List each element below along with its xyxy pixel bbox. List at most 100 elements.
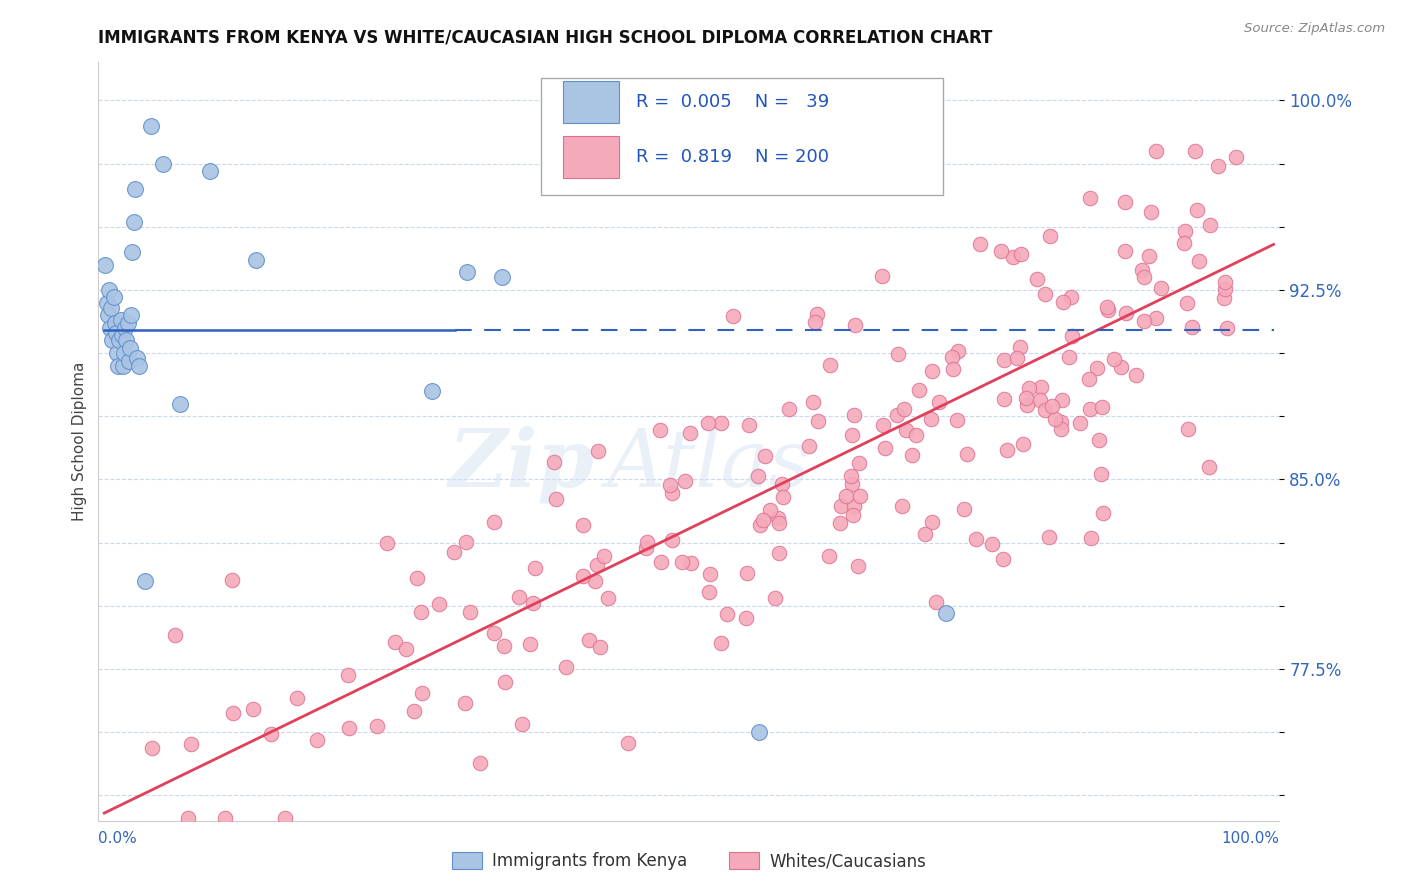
Point [1026,271,1049,285]
Point [1140,205,1163,219]
Point [572,517,595,532]
Point [578,633,600,648]
Point [134,574,156,588]
Point [887,347,910,361]
Text: R =  0.005    N =   39: R = 0.005 N = 39 [636,94,830,112]
Point [598,591,620,605]
Point [650,423,672,437]
Point [139,119,162,133]
Point [842,508,865,523]
Point [165,628,187,642]
Point [470,756,492,770]
Point [1018,381,1040,395]
Point [1133,314,1156,328]
Y-axis label: High School Diploma: High School Diploma [72,362,87,521]
Point [97,308,120,322]
Point [409,605,432,619]
Point [404,704,426,718]
Point [1078,402,1101,417]
Point [522,596,544,610]
Point [942,362,965,376]
Point [104,326,127,340]
Point [1184,144,1206,158]
Point [571,569,593,583]
Point [583,574,606,588]
Point [1052,294,1074,309]
Point [723,309,745,323]
Point [945,413,967,427]
Point [128,359,150,373]
Point [1090,467,1112,481]
Point [935,607,957,621]
Point [875,442,897,456]
Point [797,439,820,453]
Point [1181,319,1204,334]
Point [872,269,894,284]
Point [443,545,465,559]
Point [752,513,775,527]
Point [770,476,793,491]
Point [1015,398,1038,412]
Text: R =  0.819    N = 200: R = 0.819 N = 200 [636,148,828,166]
Point [1088,434,1111,448]
Point [586,444,609,458]
Point [1225,150,1247,164]
Point [114,320,136,334]
Point [759,502,782,516]
Point [1130,263,1153,277]
Point [735,566,758,580]
Point [384,634,406,648]
Point [169,397,191,411]
Point [921,515,943,529]
Point [141,741,163,756]
Point [872,417,894,432]
Point [1213,282,1236,296]
Point [1198,459,1220,474]
Point [844,409,866,423]
Point [828,516,851,531]
Point [969,236,991,251]
Point [748,725,770,739]
Point [1085,361,1108,376]
Point [710,636,733,650]
Point [772,490,794,504]
Point [896,423,918,437]
Point [482,626,505,640]
Point [904,428,927,442]
FancyBboxPatch shape [541,78,943,195]
Point [180,738,202,752]
Point [699,567,721,582]
Point [993,392,1015,406]
Point [152,156,174,170]
Point [491,270,513,285]
Point [697,585,720,599]
Point [593,549,616,564]
Point [307,733,329,747]
Point [492,639,515,653]
Point [991,551,1014,566]
Point [763,591,786,606]
Point [103,291,125,305]
Text: 100.0%: 100.0% [1222,830,1279,846]
Point [285,690,308,705]
Point [1038,531,1060,545]
Point [710,416,733,430]
Point [101,334,124,348]
Point [1033,286,1056,301]
Point [1097,303,1119,318]
Point [512,716,534,731]
Point [965,533,987,547]
Point [1012,436,1035,450]
Point [673,474,696,488]
Point [1199,219,1222,233]
Point [458,605,481,619]
Point [375,536,398,550]
Point [1213,275,1236,289]
Point [907,383,929,397]
Point [1109,359,1132,374]
Point [928,395,950,409]
Point [94,258,117,272]
Point [494,674,516,689]
Point [1040,400,1063,414]
Point [1091,401,1114,415]
